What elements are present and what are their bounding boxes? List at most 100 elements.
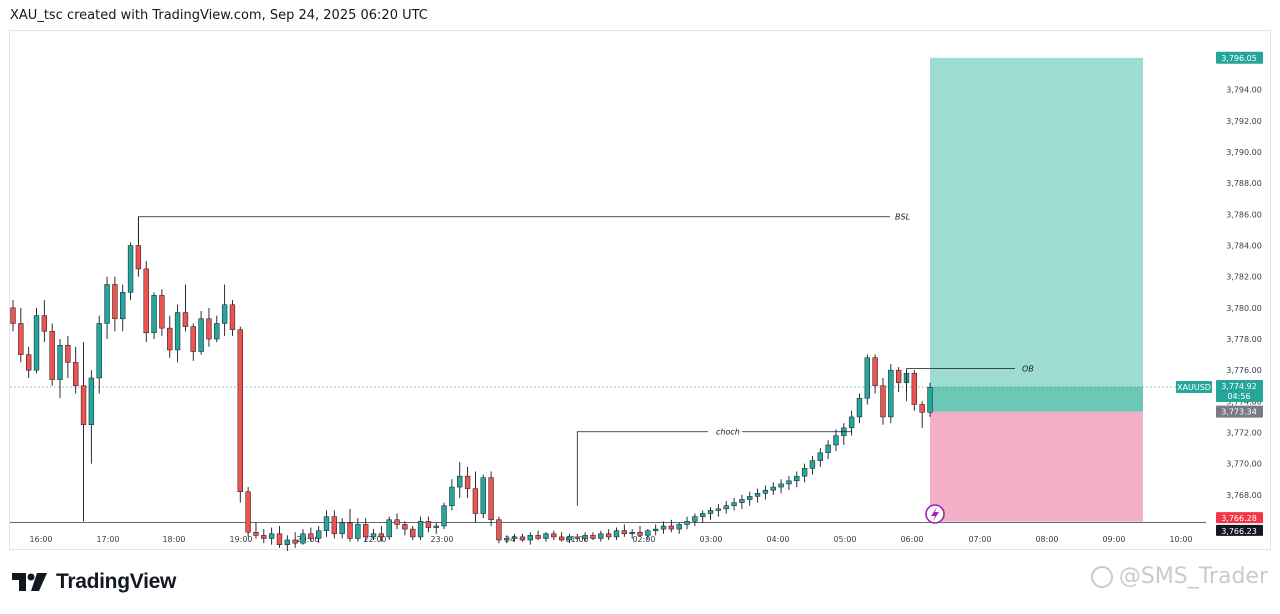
symbol-tag-text: XAUUSD <box>1177 383 1211 392</box>
y-tick-label: 3,790.00 <box>1226 148 1262 157</box>
bull-candle <box>715 508 722 511</box>
target-price-tag <box>1216 51 1263 64</box>
bull-candle <box>214 323 220 340</box>
bull-candle <box>33 315 40 371</box>
bull-candle <box>127 245 134 293</box>
bull-candle <box>480 477 486 514</box>
bull-candle <box>700 513 706 517</box>
x-tick-label: 23:00 <box>430 535 453 544</box>
bear-candle <box>182 312 189 327</box>
tradingview-logo-text: TradingView <box>56 570 177 593</box>
bear-candle <box>363 524 369 538</box>
current-price-tag-text: 3,774.92 <box>1221 382 1257 391</box>
bear-candle <box>402 524 408 530</box>
bull-candle <box>848 416 855 429</box>
watermark-text: @SMS_Trader <box>1118 564 1268 589</box>
x-tick-label: 24 <box>505 535 515 544</box>
y-tick-label: 3,794.00 <box>1226 86 1262 95</box>
bull-candle <box>825 444 831 454</box>
bull-candle <box>511 536 518 539</box>
bear-candle <box>496 519 502 541</box>
bull-candle <box>104 284 110 324</box>
bear-candle <box>253 531 259 536</box>
tradingview-logo: TradingView <box>12 570 176 594</box>
bull-candle <box>174 312 181 351</box>
bull-candle <box>449 486 455 506</box>
bull-candle <box>151 295 157 334</box>
bull-candle <box>582 535 588 539</box>
bear-candle <box>276 533 283 545</box>
bull-candle <box>707 510 714 514</box>
bear-candle <box>551 533 557 538</box>
bear-candle <box>621 530 628 535</box>
bull-candle <box>566 536 573 541</box>
lightning-glyph-icon <box>931 507 939 521</box>
y-tick-label: 3,786.00 <box>1226 210 1262 219</box>
bull-candle <box>504 538 510 541</box>
bull-candle <box>433 525 439 528</box>
y-tick-label: 3,776.00 <box>1226 366 1262 375</box>
y-tick-label: 3,772.00 <box>1226 429 1262 438</box>
y-tick-label: 3,770.00 <box>1226 460 1262 469</box>
bsl-line <box>138 216 890 243</box>
bull-candle <box>198 318 204 352</box>
bear-candle <box>245 491 251 533</box>
x-tick-label: 08:00 <box>1035 535 1058 544</box>
bear-candle <box>425 521 432 528</box>
bear-candle <box>394 519 400 525</box>
bear-candle <box>590 535 596 539</box>
bull-candle <box>864 357 870 399</box>
bear-candle <box>229 304 236 330</box>
bull-candle <box>723 505 729 510</box>
bull-candle <box>120 292 126 320</box>
open-pnl-zone <box>930 387 1143 412</box>
bear-candle <box>73 362 79 387</box>
x-tick-label: 16:00 <box>29 535 52 544</box>
y-tick-label: 3,768.00 <box>1226 491 1262 500</box>
bull-candle <box>370 533 377 538</box>
bear-candle <box>167 327 173 351</box>
bull-candle <box>629 531 635 535</box>
bull-candle <box>653 528 659 531</box>
bear-candle <box>261 535 267 539</box>
bear-candle <box>18 323 24 355</box>
last-price-tag <box>1216 524 1263 536</box>
bull-candle <box>778 483 784 488</box>
candlestick-chart[interactable]: 16:0017:0018:0019:0020:0022:0023:002401:… <box>10 31 1272 551</box>
chart-area[interactable]: 16:0017:0018:0019:0020:0022:0023:002401:… <box>9 30 1272 551</box>
bull-candle <box>747 496 753 500</box>
target-zone <box>930 57 1143 412</box>
chart-header: XAU_tsc created with TradingView.com, Se… <box>10 8 428 23</box>
bull-candle <box>794 475 800 482</box>
tradingview-logo-icon <box>12 573 47 591</box>
bull-candle <box>676 524 682 530</box>
bull-candle <box>441 505 447 527</box>
bear-candle <box>41 315 48 332</box>
bull-candle <box>284 539 290 545</box>
choch-line-left <box>576 431 708 506</box>
y-tick-label: 3,782.00 <box>1226 273 1262 282</box>
y-tick-label: 3,784.00 <box>1226 242 1262 251</box>
bear-candle <box>49 330 55 380</box>
bull-candle <box>88 377 95 425</box>
bull-candle <box>221 304 228 324</box>
bull-candle <box>645 530 651 536</box>
bull-candle <box>323 516 330 531</box>
bear-candle <box>206 318 212 340</box>
x-tick-label: 22:00 <box>363 535 386 544</box>
x-tick-label: 04:00 <box>766 535 789 544</box>
bear-candle <box>605 533 612 538</box>
bear-candle <box>488 477 494 521</box>
y-tick-label: 3,780.00 <box>1226 304 1262 313</box>
bull-candle <box>833 435 839 446</box>
x-tick-label: 20:00 <box>296 535 319 544</box>
bull-candle <box>739 499 745 503</box>
bull-candle <box>315 530 322 539</box>
bear-candle <box>135 245 142 270</box>
bear-candle <box>237 329 243 492</box>
bull-candle <box>598 533 604 539</box>
entry-price-tag <box>1216 405 1263 418</box>
bull-candle <box>692 516 698 522</box>
bear-candle <box>308 533 314 539</box>
bear-candle <box>558 536 565 541</box>
